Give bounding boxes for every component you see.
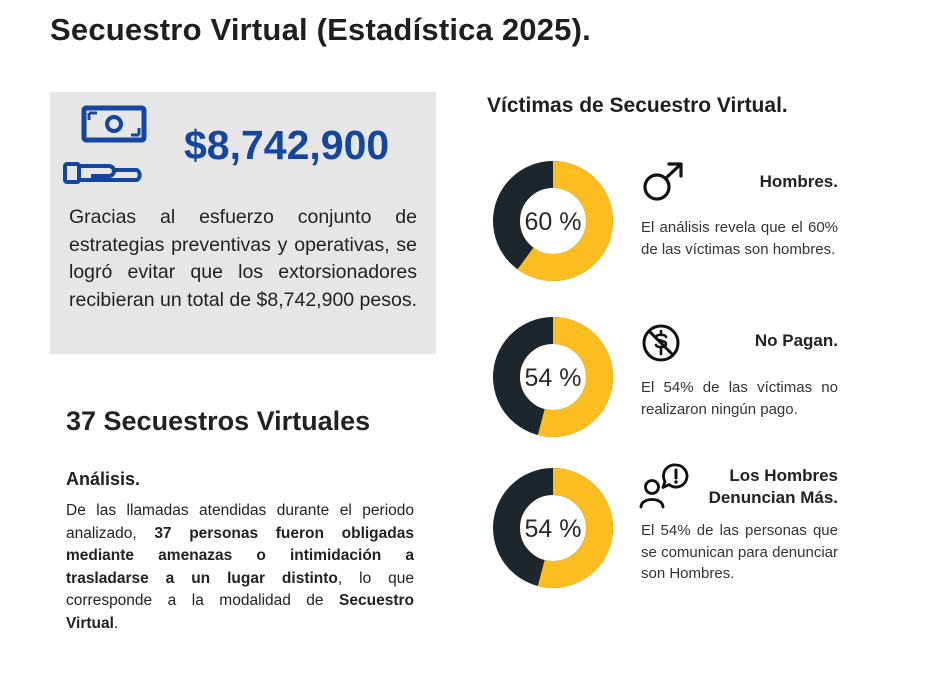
donut-label: 54 % — [525, 515, 582, 543]
analysis-text-part-bold: 37 personas fueron obligadas mediante am… — [66, 524, 414, 587]
victims-heading: Víctimas de Secuestro Virtual. — [487, 94, 788, 117]
analysis-text-part: . — [113, 614, 119, 632]
cases-heading: 37 Secuestros Virtuales — [66, 406, 371, 436]
stat-title-reports: Los Hombres Denuncian Más. — [708, 466, 838, 507]
stat-title-no-pay: No Pagan. — [754, 331, 838, 350]
analysis-text-part: , lo que corresponde a la modalidad de — [66, 569, 414, 610]
stat-text-reports: El 54% de las personas que se comunican … — [641, 522, 838, 582]
analysis-text-part-bold: Secuestro Virtual — [66, 592, 414, 632]
donut-chart-reports: 54 % — [493, 468, 613, 588]
no-dollar-icon — [642, 324, 680, 362]
savings-card: $8,742,900 Gracias al esfuerzo conjunto … — [50, 92, 436, 354]
stat-title-men: Hombres. — [759, 172, 838, 191]
saved-amount: $8,742,900 — [184, 122, 390, 168]
donut-chart-no-pay: 54 % — [493, 317, 613, 437]
stat-text-no-pay: El 54% de las víctimas no realizaron nin… — [641, 379, 838, 418]
male-symbol-icon — [643, 162, 683, 201]
analysis-heading: Análisis. — [66, 469, 141, 489]
person-alert-icon — [639, 463, 689, 509]
stat-text-men: El análisis revela que el 60% de las víc… — [641, 219, 838, 258]
savings-description: Gracias al esfuerzo conjunto de estrateg… — [69, 206, 418, 311]
money-hand-icon — [63, 105, 147, 184]
donut-label: 54 % — [525, 364, 582, 392]
page-title: Secuestro Virtual (Estadística 2025). — [50, 12, 591, 47]
donut-chart-men: 60 % — [493, 161, 613, 281]
donut-label: 60 % — [525, 208, 582, 236]
analysis-text-part: De las llamadas atendidas durante el per… — [66, 502, 414, 542]
analysis-text: De las llamadas atendidas durante el per… — [66, 500, 414, 635]
